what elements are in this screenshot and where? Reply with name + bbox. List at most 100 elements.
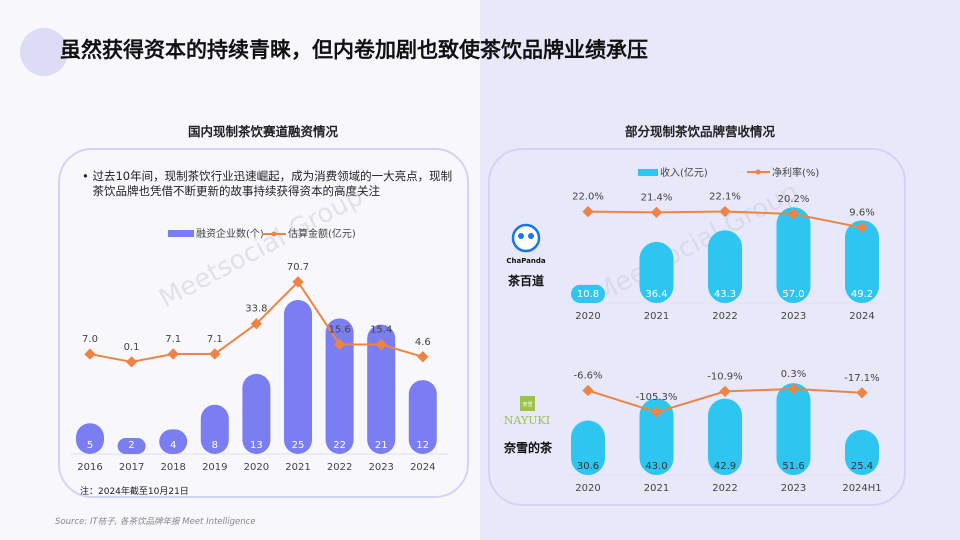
decorative-circle (20, 28, 68, 76)
bar-label: 51.6 (782, 461, 804, 472)
bar-label: 42.9 (714, 461, 736, 472)
line-label: -105.3% (636, 392, 678, 403)
line-marker (856, 387, 868, 399)
chapanda-logo-eye (528, 233, 534, 239)
bar-label: 5 (87, 440, 93, 451)
bar-label: 25.4 (851, 461, 873, 472)
line-label: 9.6% (849, 208, 874, 219)
bar-label: 4 (170, 440, 176, 451)
line-marker (375, 338, 387, 351)
financing-chart-card (58, 148, 469, 498)
x-tick-label: 2021 (644, 311, 669, 322)
bar (708, 398, 742, 475)
line-label: 0.3% (781, 369, 806, 380)
line-marker (856, 221, 868, 234)
nayuki-logo-text: NAYUKI (504, 414, 550, 427)
brand-name-chabaidao: 茶百道 (507, 274, 545, 288)
legend-swatch-bar (638, 169, 658, 176)
bar-label: 22 (333, 440, 346, 451)
legend-label: 收入(亿元) (660, 166, 708, 179)
source-text: Source: IT桔子, 各茶饮品牌年报 Meet Intelligence (55, 517, 256, 527)
watermark: Meetsocial Group (154, 182, 368, 315)
legend-swatch-bar (168, 230, 194, 237)
bar-label: 2 (128, 440, 134, 451)
line-label: 33.8 (245, 304, 267, 315)
x-tick-label: 2022 (327, 462, 352, 473)
x-tick-label: 2020 (244, 462, 269, 473)
line-marker (787, 208, 800, 220)
x-tick-label: 2024 (410, 462, 435, 473)
line-label: 20.2% (778, 194, 810, 205)
revenue-chart-title: 部分现制茶饮品牌营收情况 (624, 124, 776, 139)
brand-name-nayuki: 奈雪的茶 (503, 441, 553, 455)
line-label: 4.6 (415, 337, 431, 348)
line-marker (209, 348, 221, 360)
bar (242, 373, 271, 454)
bar-label: 30.6 (577, 461, 599, 472)
bar (159, 429, 188, 454)
bar (845, 429, 879, 475)
x-tick-label: 2019 (202, 462, 227, 473)
bar-label: 43.0 (645, 461, 667, 472)
financing-chart-title: 国内现制茶饮赛道融资情况 (187, 124, 339, 139)
bar (776, 383, 811, 475)
bar (367, 324, 396, 454)
x-tick-label: 2021 (285, 462, 310, 473)
x-tick-label: 2020 (575, 483, 600, 494)
x-tick-label: 2024H1 (842, 483, 881, 494)
line-label: 0.1 (124, 342, 140, 353)
line-label: 7.1 (165, 334, 181, 345)
line-label: 7.1 (207, 334, 223, 345)
line-marker (582, 384, 594, 397)
x-tick-label: 2023 (781, 311, 806, 322)
legend-marker (755, 169, 761, 175)
line-marker (167, 348, 179, 360)
chart-note: 注：2024年截至10月21日 (80, 487, 189, 497)
bar-label: 36.4 (645, 289, 667, 300)
bar (639, 398, 674, 475)
x-tick-label: 2018 (160, 462, 185, 473)
x-tick-label: 2017 (119, 462, 144, 473)
line-marker (650, 406, 663, 418)
line-marker (333, 338, 346, 350)
bar (408, 380, 437, 454)
legend-label: 融资企业数(个) (196, 227, 264, 240)
line-marker (650, 206, 663, 219)
bullet-content: 过去10年间，现制茶饮行业迅速崛起，成为消费领域的一大亮点，现制茶饮品牌也凭借不… (92, 169, 453, 198)
line-label: -10.9% (707, 371, 742, 382)
legend-label: 净利率(%) (772, 166, 819, 179)
bar-label: 12 (416, 440, 429, 451)
line-label: 22.0% (572, 192, 604, 203)
bullet-text: • 过去10年间，现制茶饮行业迅速崛起，成为消费领域的一大亮点，现制茶饮品牌也凭… (82, 169, 457, 199)
bar-label: 10.8 (577, 289, 599, 300)
nayuki-logo-mark: 奈雪 (522, 401, 532, 408)
line-label: -17.1% (844, 373, 879, 384)
legend-marker (271, 231, 277, 237)
x-tick-label: 2023 (781, 483, 806, 494)
nayuki-logo-icon (520, 396, 535, 411)
bar-label: 13 (250, 440, 263, 451)
bar-label: 49.2 (851, 289, 873, 300)
bar (571, 420, 605, 475)
bar-label: 25 (292, 440, 305, 451)
bar (325, 318, 354, 454)
line-marker (125, 356, 138, 368)
line-label: 15.6 (328, 324, 350, 335)
x-tick-label: 2023 (368, 462, 393, 473)
line-label: 22.1% (709, 191, 741, 202)
x-tick-label: 2022 (712, 483, 737, 494)
line-marker (719, 385, 731, 398)
line-label: 7.0 (82, 334, 98, 345)
bar-label: 43.3 (714, 289, 736, 300)
bar-label: 8 (212, 440, 218, 451)
bar (117, 438, 146, 454)
line-marker (250, 318, 263, 330)
bar (708, 230, 742, 303)
line-marker (719, 205, 731, 218)
bar-label: 57.0 (782, 289, 804, 300)
chapanda-logo-icon (511, 223, 541, 253)
line-marker (417, 351, 429, 363)
line-label: 70.7 (287, 262, 309, 273)
bar (76, 423, 104, 454)
